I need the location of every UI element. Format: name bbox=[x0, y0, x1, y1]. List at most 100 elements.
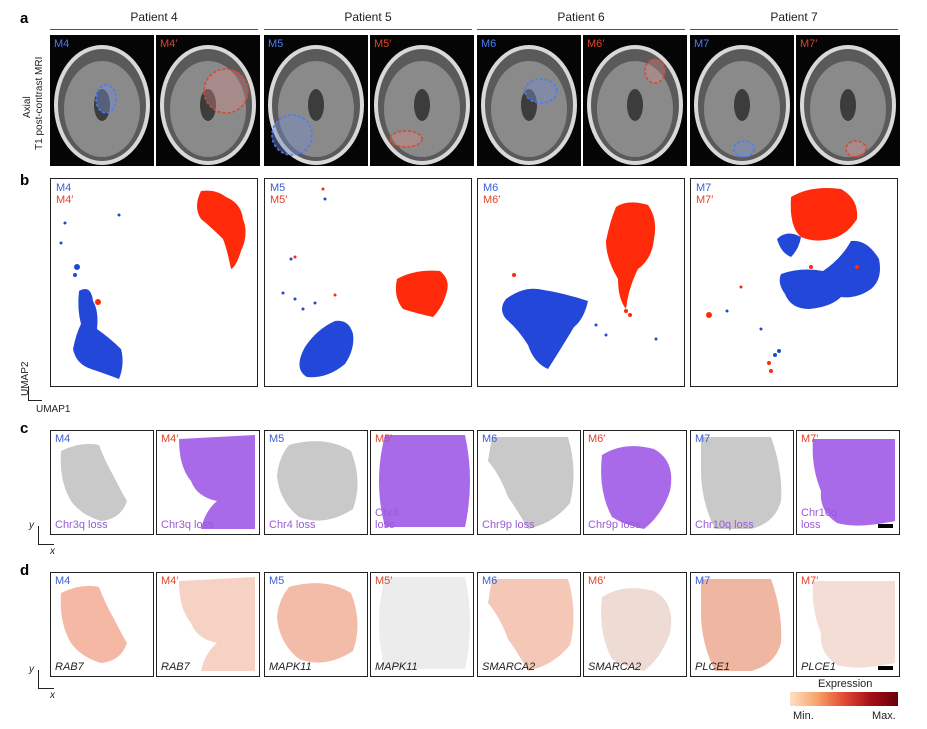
cnv-tile-label: M6 bbox=[482, 433, 498, 445]
gene-label: PLCE1 bbox=[801, 661, 836, 673]
mri-tile: M6 bbox=[477, 35, 581, 166]
panel-letter-c: c bbox=[20, 420, 29, 437]
cnv-axis-x bbox=[38, 544, 54, 545]
expr-spot-map bbox=[60, 585, 127, 663]
umap-cluster-primary bbox=[725, 233, 880, 357]
mri-scan-image bbox=[268, 45, 364, 165]
cnv-tile: M6 Chr9p loss bbox=[477, 430, 581, 535]
mri-scan-image bbox=[374, 45, 470, 165]
mri-tile-label: M6′ bbox=[587, 38, 605, 50]
cnv-spot-map bbox=[812, 439, 895, 526]
cnv-loss-label: Chr9p loss bbox=[588, 519, 641, 531]
expr-tile-label: M7′ bbox=[801, 575, 819, 587]
patient-header: Patient 4 bbox=[50, 10, 258, 30]
mri-tile-label: M4 bbox=[54, 38, 70, 50]
umap-axis-y bbox=[28, 386, 29, 400]
patient-header-label: Patient 4 bbox=[130, 10, 178, 24]
umap-label-primary: M6 bbox=[483, 182, 499, 194]
gene-label: RAB7 bbox=[161, 661, 190, 673]
cnv-spot-map bbox=[488, 437, 574, 529]
cnv-tile-label: M7 bbox=[695, 433, 711, 445]
umap-panel: M4 M4′ bbox=[50, 178, 258, 387]
cnv-loss-label: Chr4 loss bbox=[269, 519, 316, 531]
gene-label: MAPK11 bbox=[375, 661, 418, 673]
expr-tile-label: M4′ bbox=[161, 575, 179, 587]
patient-header: Patient 7 bbox=[690, 10, 898, 30]
umap-label-recurrent: M7′ bbox=[696, 194, 714, 206]
cnv-loss-label: Chr10q loss bbox=[801, 507, 838, 531]
cnv-spot-map bbox=[179, 435, 255, 529]
mri-tile: M6′ bbox=[583, 35, 687, 166]
cnv-ylabel: y bbox=[29, 520, 34, 531]
panel-letter-a: a bbox=[20, 10, 29, 27]
expr-tile: M6′ SMARCA2 bbox=[583, 572, 687, 677]
expr-tile: M6 SMARCA2 bbox=[477, 572, 581, 677]
expr-tile-label: M4 bbox=[55, 575, 71, 587]
cnv-xlabel: x bbox=[50, 546, 55, 557]
expr-xlabel: x bbox=[50, 690, 55, 701]
gene-label: SMARCA2 bbox=[482, 661, 536, 673]
expr-spot-map bbox=[379, 577, 470, 669]
cnv-loss-label: Chr3q loss bbox=[55, 519, 108, 531]
umap-label-recurrent: M4′ bbox=[56, 194, 74, 206]
lesion-outline bbox=[733, 140, 755, 158]
mri-scan-image bbox=[800, 45, 896, 165]
umap-xlabel: UMAP1 bbox=[36, 404, 71, 415]
scale-bar bbox=[878, 666, 893, 670]
gene-label: MAPK11 bbox=[269, 661, 312, 673]
cnv-tile: M7 Chr10q loss bbox=[690, 430, 794, 535]
umap-scatter bbox=[502, 202, 658, 369]
mri-tile: M4′ bbox=[156, 35, 260, 166]
umap-cluster-primary bbox=[281, 197, 354, 378]
mri-scan-image bbox=[160, 45, 256, 165]
cnv-loss-label: Chr4 loss bbox=[375, 507, 399, 531]
expr-tile: M4 RAB7 bbox=[50, 572, 154, 677]
umap-cluster-recurrent bbox=[512, 202, 656, 317]
cnv-tile: M4′ Chr3q loss bbox=[156, 430, 260, 535]
expr-spot-map bbox=[179, 577, 255, 671]
expr-axis-y bbox=[38, 670, 39, 688]
mri-tile-label: M7 bbox=[694, 38, 710, 50]
mri-scan-image bbox=[481, 45, 577, 165]
cnv-spot-map bbox=[379, 435, 470, 527]
expr-spot-map bbox=[277, 583, 358, 663]
mri-tile: M7 bbox=[690, 35, 794, 166]
gene-label: PLCE1 bbox=[695, 661, 730, 673]
expr-tile: M7 PLCE1 bbox=[690, 572, 794, 677]
umap-cluster-recurrent bbox=[706, 188, 859, 373]
expression-legend-title: Expression bbox=[818, 678, 873, 690]
cnv-tile: M5′ Chr4 loss bbox=[370, 430, 474, 535]
cnv-tile: M4 Chr3q loss bbox=[50, 430, 154, 535]
mri-scan-image bbox=[694, 45, 790, 165]
gene-label: SMARCA2 bbox=[588, 661, 642, 673]
lesion-outline bbox=[644, 58, 666, 84]
mri-scan-image bbox=[587, 45, 683, 165]
umap-label-recurrent: M5′ bbox=[270, 194, 288, 206]
mri-tile: M5′ bbox=[370, 35, 474, 166]
expression-colorbar bbox=[790, 692, 898, 706]
umap-label-primary: M7 bbox=[696, 182, 712, 194]
cnv-tile-label: M5′ bbox=[375, 433, 393, 445]
expr-tile: M4′ RAB7 bbox=[156, 572, 260, 677]
cnv-spot-map bbox=[601, 446, 672, 529]
cnv-spot-map bbox=[277, 441, 358, 521]
umap-ylabel: UMAP2 bbox=[20, 361, 31, 396]
umap-cluster-primary bbox=[502, 288, 658, 369]
umap-scatter bbox=[59, 190, 246, 379]
lesion-outline bbox=[203, 68, 249, 114]
cnv-tile: M7′ Chr10q loss bbox=[796, 430, 900, 535]
patient-header-label: Patient 6 bbox=[557, 10, 605, 24]
scale-bar bbox=[878, 524, 893, 528]
mri-tile: M5 bbox=[264, 35, 368, 166]
expr-tile-label: M7 bbox=[695, 575, 711, 587]
mri-tile-label: M6 bbox=[481, 38, 497, 50]
expr-tile: M5 MAPK11 bbox=[264, 572, 368, 677]
mri-tile-label: M5′ bbox=[374, 38, 392, 50]
umap-cluster-recurrent bbox=[293, 187, 448, 317]
patient-header-label: Patient 5 bbox=[344, 10, 392, 24]
umap-cluster-primary bbox=[59, 213, 123, 379]
cnv-tile-label: M7′ bbox=[801, 433, 819, 445]
cnv-tile-label: M4′ bbox=[161, 433, 179, 445]
gene-label: RAB7 bbox=[55, 661, 84, 673]
